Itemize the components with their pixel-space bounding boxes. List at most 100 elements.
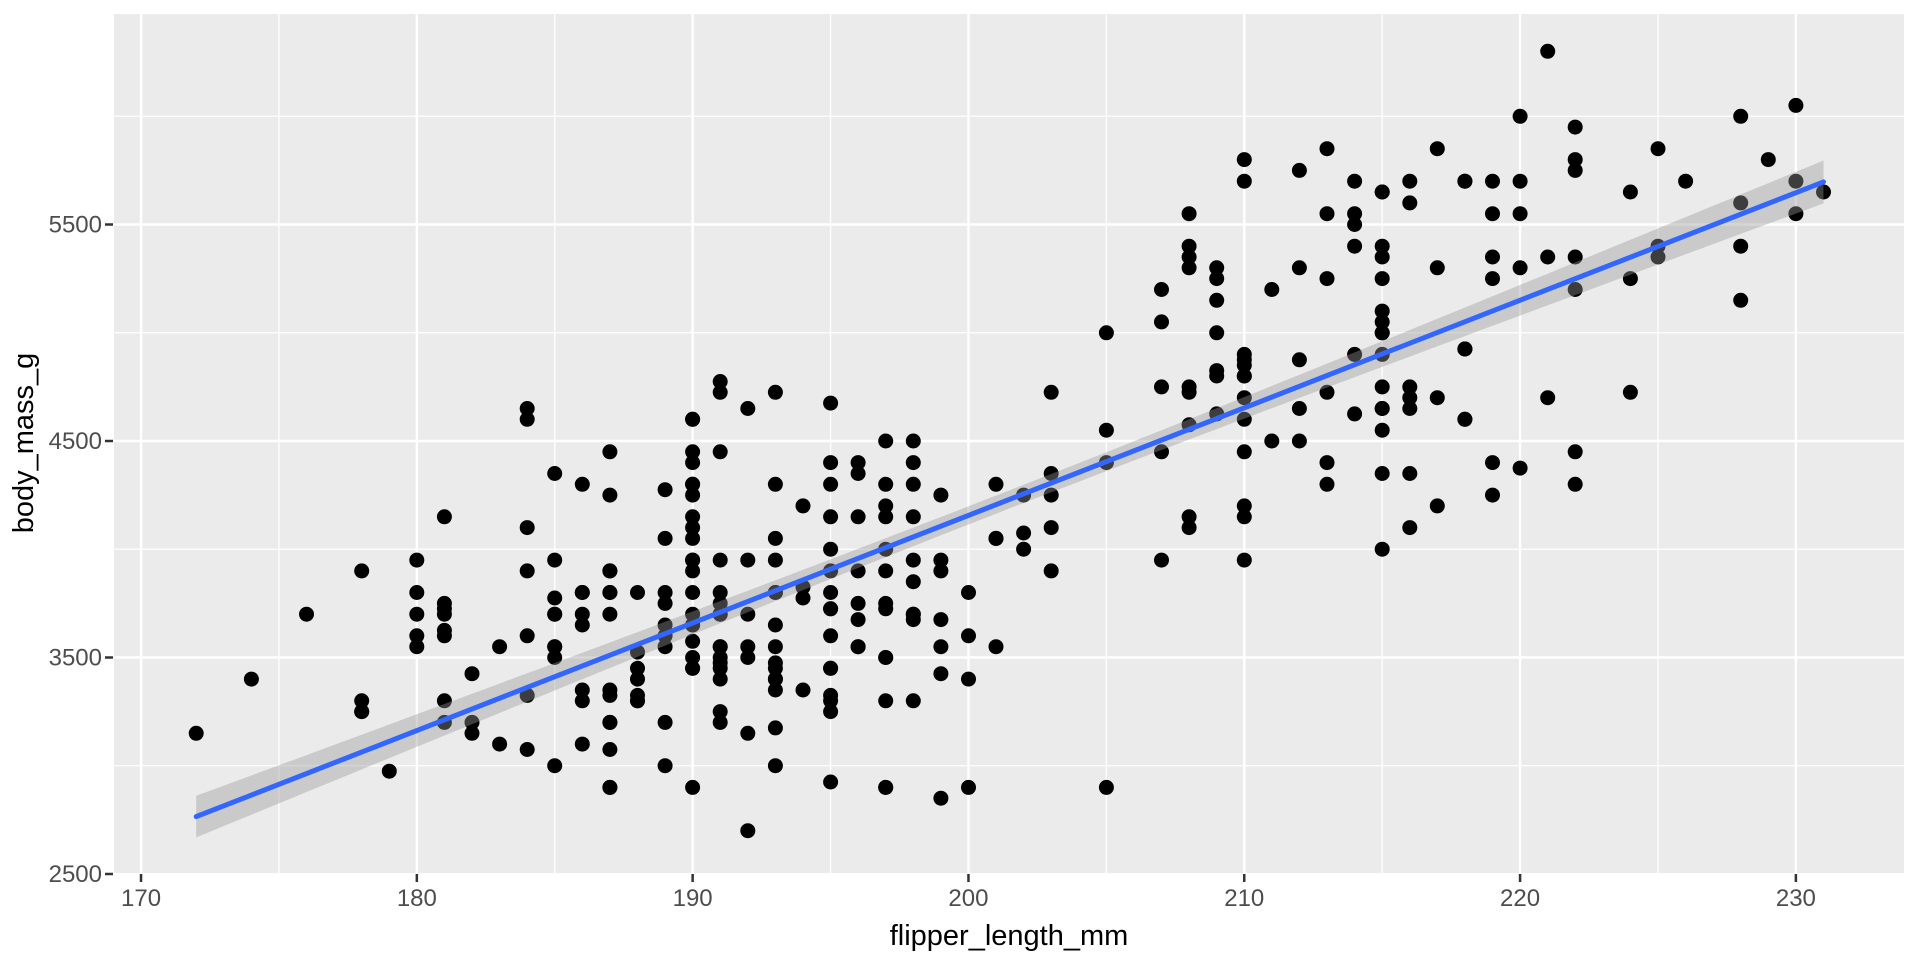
- data-point: [1236, 411, 1252, 427]
- data-point: [1291, 433, 1307, 449]
- data-point: [1043, 520, 1059, 536]
- data-point: [436, 601, 452, 617]
- data-point: [409, 639, 425, 655]
- data-point: [767, 476, 783, 492]
- data-point: [1816, 184, 1831, 200]
- data-point: [1347, 346, 1363, 362]
- data-point: [905, 606, 921, 622]
- data-point: [1374, 238, 1390, 254]
- data-point: [1402, 390, 1418, 406]
- data-point: [685, 660, 701, 676]
- data-point: [1181, 384, 1197, 400]
- data-point: [1236, 173, 1252, 189]
- y-tick-label: 4500: [49, 428, 102, 455]
- data-point: [630, 687, 645, 703]
- data-point: [1374, 401, 1390, 416]
- data-point: [1429, 260, 1445, 276]
- data-point: [436, 509, 452, 525]
- data-point: [1374, 303, 1390, 319]
- data-point: [767, 720, 783, 736]
- data-point: [823, 628, 839, 644]
- data-point: [243, 671, 259, 687]
- data-point: [933, 666, 949, 682]
- data-point: [1374, 249, 1390, 265]
- data-point: [685, 476, 701, 492]
- data-point: [1098, 422, 1114, 438]
- data-point: [1485, 173, 1500, 189]
- data-point: [1512, 260, 1528, 276]
- data-point: [1236, 390, 1252, 406]
- data-point: [409, 585, 425, 600]
- x-tick-label: 210: [1224, 885, 1264, 912]
- data-point: [767, 682, 783, 698]
- data-point: [1650, 141, 1666, 157]
- data-point: [547, 758, 563, 774]
- data-point: [767, 384, 783, 400]
- data-point: [878, 476, 894, 492]
- data-point: [1457, 411, 1473, 427]
- data-point: [1457, 173, 1473, 189]
- data-point: [685, 455, 701, 471]
- data-point: [1402, 195, 1418, 211]
- data-point: [685, 606, 701, 622]
- data-point: [1347, 406, 1363, 422]
- grid-major: [114, 14, 1904, 873]
- data-point: [657, 639, 673, 655]
- data-point: [1291, 162, 1307, 178]
- data-point: [547, 606, 563, 622]
- data-point: [1540, 249, 1556, 265]
- data-point: [850, 612, 866, 628]
- data-point: [1319, 476, 1335, 492]
- data-point: [850, 455, 866, 471]
- data-point: [1512, 173, 1528, 189]
- data-point: [1567, 444, 1583, 460]
- data-point: [823, 704, 839, 720]
- data-point: [823, 455, 839, 471]
- data-point: [823, 509, 839, 525]
- data-point: [519, 628, 535, 644]
- data-point: [1540, 43, 1556, 59]
- data-point: [657, 482, 673, 498]
- data-point: [1402, 466, 1418, 481]
- grid-minor: [114, 14, 1904, 873]
- data-point: [712, 384, 728, 400]
- data-point: [1043, 487, 1059, 503]
- data-point: [1347, 238, 1363, 254]
- data-point: [574, 693, 590, 709]
- x-axis-title: flipper_length_mm: [890, 920, 1129, 952]
- data-point: [519, 687, 535, 703]
- y-tick-label: 5500: [49, 212, 102, 239]
- data-point: [1291, 260, 1307, 276]
- data-point: [299, 606, 314, 622]
- data-point: [492, 639, 508, 655]
- data-point: [712, 585, 728, 600]
- y-axis-title: body_mass_g: [8, 353, 40, 534]
- data-point: [1016, 541, 1032, 557]
- data-point: [657, 530, 673, 546]
- data-point: [354, 563, 370, 579]
- data-point: [823, 660, 839, 676]
- data-point: [1209, 363, 1225, 379]
- data-point: [1788, 173, 1804, 189]
- data-point: [933, 563, 949, 579]
- data-point: [1512, 206, 1528, 222]
- data-point: [933, 612, 949, 628]
- data-point: [1236, 509, 1252, 525]
- x-tick-label: 170: [121, 885, 161, 912]
- data-point: [767, 530, 783, 546]
- data-point: [1264, 433, 1280, 449]
- data-point: [1154, 282, 1169, 297]
- data-point: [602, 682, 618, 698]
- data-point: [905, 509, 921, 525]
- data-point: [685, 530, 701, 546]
- data-point: [1622, 384, 1638, 400]
- data-point: [961, 585, 976, 600]
- data-point: [1043, 466, 1059, 481]
- y-tick-label: 3500: [49, 644, 102, 671]
- data-point: [464, 725, 480, 741]
- data-point: [1181, 509, 1197, 525]
- data-point: [602, 779, 618, 795]
- data-point: [1236, 346, 1252, 362]
- data-point: [1154, 552, 1169, 568]
